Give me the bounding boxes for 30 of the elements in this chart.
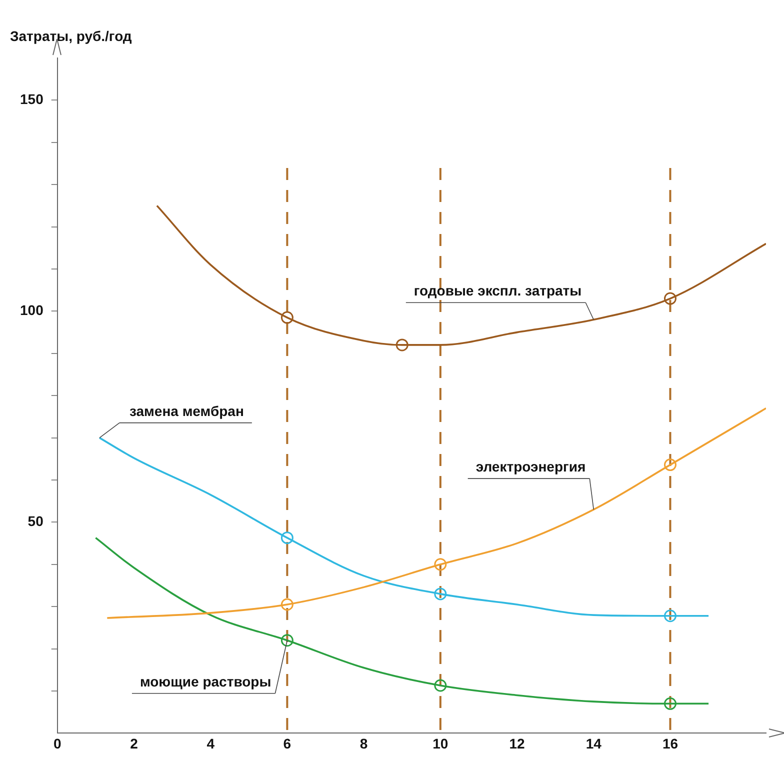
y-tick-label: 50 [28, 513, 44, 530]
x-tick-label: 4 [206, 735, 215, 752]
series-label: годовые экспл. затраты [414, 282, 582, 299]
point [664, 292, 676, 305]
x-tick-label: 10 [432, 735, 448, 752]
point [280, 311, 294, 324]
point [664, 697, 676, 710]
y-tick-label: 150 [20, 91, 44, 108]
x-tick-label: 8 [360, 735, 368, 752]
point [280, 532, 294, 544]
x-tick-label: 0 [53, 735, 62, 752]
point [434, 679, 447, 692]
x-tick-label: 12 [509, 735, 526, 752]
y-tick-label: 100 [20, 302, 44, 318]
line-series [106, 407, 766, 619]
point [396, 338, 408, 352]
x-tick-label: 6 [283, 735, 292, 752]
point [434, 558, 447, 571]
text: моющие растворы [140, 673, 272, 690]
text: электроэнергия [476, 458, 586, 475]
x-tick-label: 14 [586, 735, 602, 752]
point [434, 588, 447, 600]
point [664, 458, 676, 472]
point [280, 598, 294, 611]
x-tick-label: 2 [130, 735, 138, 752]
point [664, 610, 676, 622]
text: замена мембран [129, 402, 244, 419]
y-axis-title: Затраты, руб./год [10, 28, 132, 44]
point [280, 634, 294, 647]
x-tick-label: 16 [662, 735, 678, 752]
